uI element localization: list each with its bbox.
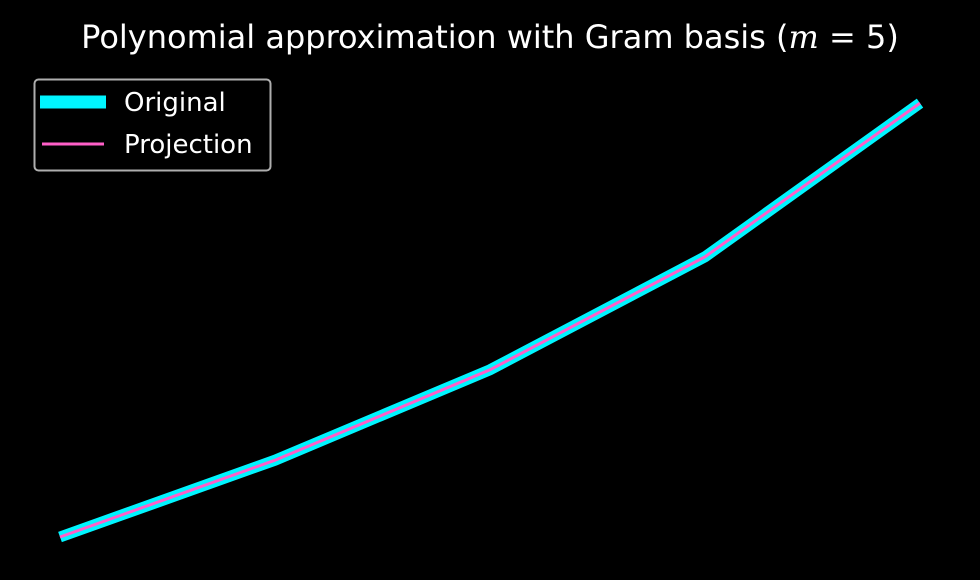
legend-label-projection: Projection <box>124 130 253 160</box>
series-line-projection <box>59 101 921 539</box>
legend-label-original: Original <box>124 88 226 118</box>
series-layer <box>58 98 924 543</box>
chart-title-math-val: 5 <box>866 18 886 56</box>
chart-title-math-var: m <box>788 18 818 56</box>
legend: Original Projection <box>33 78 272 172</box>
chart-title: Polynomial approximation with Gram basis… <box>81 18 899 56</box>
chart-title-suffix: ) <box>886 18 898 56</box>
chart-title-prefix: Polynomial approximation with Gram basis… <box>81 18 788 56</box>
chart-title-math-op: = <box>819 18 866 56</box>
